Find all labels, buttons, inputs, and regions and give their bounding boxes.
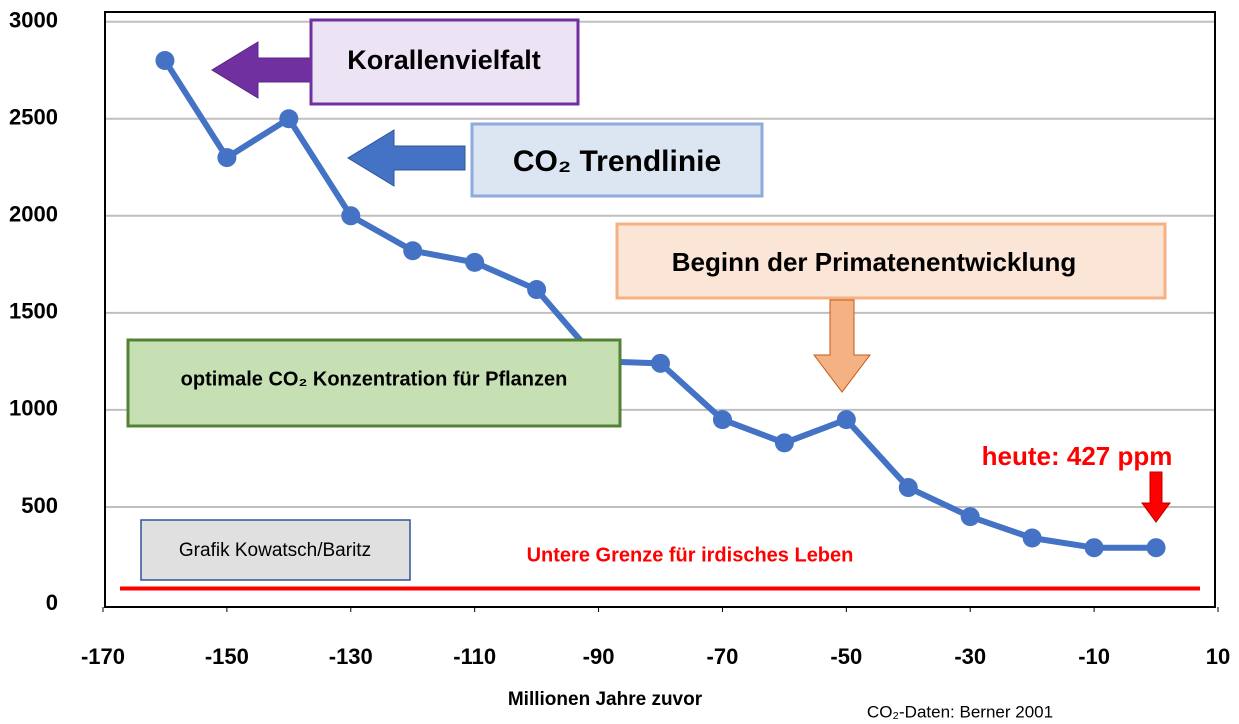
x-tick-label: -150 (205, 644, 249, 669)
data-point (774, 433, 794, 453)
y-tick-label: 0 (46, 590, 58, 615)
arrow (812, 299, 872, 393)
x-tick-label: -70 (707, 644, 739, 669)
x-tick-label: -170 (81, 644, 125, 669)
x-tick-label: 10 (1206, 644, 1230, 669)
data-point (403, 241, 423, 261)
annotation: Grafik Kowatsch/Baritz (179, 540, 371, 561)
x-tick-label: -110 (453, 644, 496, 669)
annotation-box (126, 338, 622, 428)
data-point (155, 51, 175, 71)
x-tick-label: -30 (954, 644, 986, 669)
legend-entry: CO₂ Trendlinie (513, 145, 721, 178)
y-tick-label: 3000 (9, 8, 58, 33)
x-axis-label: Millionen Jahre zuvor (508, 689, 703, 710)
data-point (898, 478, 918, 498)
arrow (211, 41, 311, 99)
arrow (347, 129, 466, 187)
limit-label: Untere Grenze für irdisches Leben (527, 544, 854, 566)
axes: 0 500 1000 1500 2000 2500 3000 -170 -150 -130 -110… (9, 8, 1230, 669)
annotation-box (140, 519, 411, 581)
data-point (279, 109, 299, 129)
data-point (1084, 538, 1104, 558)
x-tick-label: -130 (329, 644, 373, 669)
x-tick-label: -50 (830, 644, 862, 669)
annotation-box (309, 18, 580, 106)
y-tick-label: 2000 (9, 202, 58, 227)
data-point (465, 252, 485, 272)
annotation: Korallenvielfalt (347, 45, 541, 75)
x-tick-label: -10 (1078, 644, 1110, 669)
annotation-box (615, 222, 1167, 300)
data-point (960, 507, 980, 527)
data-point (341, 206, 361, 226)
annotation: Beginn der Primatenentwicklung (672, 247, 1077, 277)
x-tick-label: -90 (583, 644, 615, 669)
y-tick-label: 1000 (9, 396, 58, 421)
data-point (712, 410, 732, 430)
data-point (836, 410, 856, 430)
annotation-box (470, 122, 764, 198)
y-tick-label: 1500 (9, 299, 58, 324)
y-tick-label: 500 (21, 493, 58, 518)
y-tick-label: 2500 (9, 105, 58, 130)
data-point (527, 280, 547, 300)
arrow (1141, 471, 1171, 523)
plot-frame (104, 11, 1216, 608)
data-point (1146, 538, 1166, 558)
data-point (1022, 528, 1042, 548)
data-point (651, 353, 670, 373)
source-note: CO₂-Daten: Berner 2001 (867, 702, 1053, 721)
annotation: optimale CO₂ Konzentration für Pflanzen (181, 368, 568, 390)
data-point (217, 148, 237, 168)
annotation: heute: 427 ppm (982, 441, 1173, 471)
